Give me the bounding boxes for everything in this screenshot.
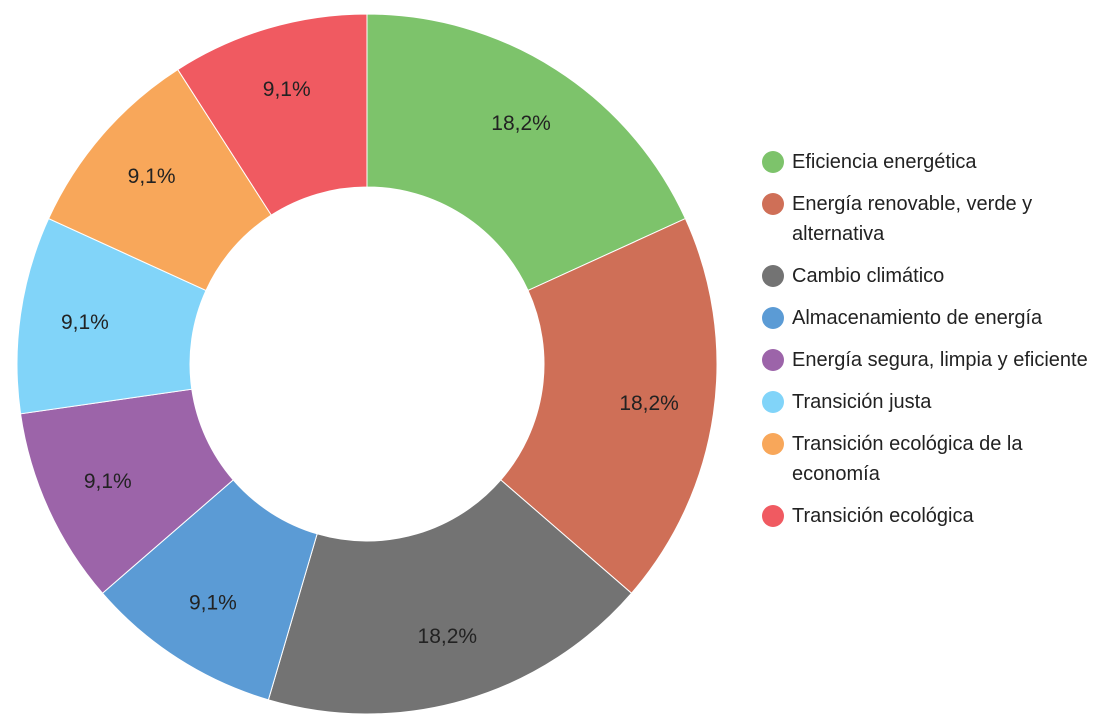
legend-marker: [762, 391, 784, 413]
slice-label: 9,1%: [128, 165, 176, 188]
legend-item: Transición justa: [760, 387, 1115, 417]
legend-marker: [762, 265, 784, 287]
legend-marker: [762, 307, 784, 329]
legend-label: Transición ecológica de la economía: [792, 433, 1023, 485]
legend: Eficiencia energética Energía renovable, …: [760, 147, 1115, 543]
slice-label: 9,1%: [61, 311, 109, 334]
slice: [500, 217, 718, 594]
slice-label: 18,2%: [418, 625, 478, 648]
legend-label: Energía segura, limpia y eficiente: [792, 349, 1088, 371]
slice: [177, 13, 368, 216]
slice-label: 18,2%: [491, 112, 551, 135]
legend-label: Eficiencia energética: [792, 151, 977, 173]
legend-item: Eficiencia energética: [760, 147, 1115, 177]
slice-label: 9,1%: [84, 470, 132, 493]
legend-label: Transición ecológica: [792, 505, 974, 527]
legend-marker: [762, 505, 784, 527]
slice-label: 9,1%: [189, 591, 237, 614]
slice: [366, 13, 687, 292]
legend-label: Energía renovable, verde y alternativa: [792, 193, 1033, 245]
legend-item: Almacenamiento de energía: [760, 303, 1115, 333]
legend-marker: [762, 193, 784, 215]
legend-marker: [762, 433, 784, 455]
legend-marker: [762, 349, 784, 371]
legend-label: Almacenamiento de energía: [792, 307, 1043, 329]
legend-label: Cambio climático: [792, 265, 945, 287]
legend-item: Transición ecológica de la economía: [760, 429, 1115, 489]
slice-label: 18,2%: [619, 392, 679, 415]
legend-item: Energía segura, limpia y eficiente: [760, 345, 1115, 375]
legend-label: Transición justa: [792, 391, 932, 413]
slice: [267, 479, 633, 715]
legend-item: Cambio climático: [760, 261, 1115, 291]
legend-item: Energía renovable, verde y alternativa: [760, 189, 1115, 249]
chart: 18,2% 18,2% 18,2% 9,1% 9,1% 9,1% 9,1% 9,1%: [16, 13, 718, 715]
legend-item: Transición ecológica: [760, 501, 1115, 531]
legend-marker: [762, 151, 784, 173]
slice-label: 9,1%: [263, 78, 311, 101]
